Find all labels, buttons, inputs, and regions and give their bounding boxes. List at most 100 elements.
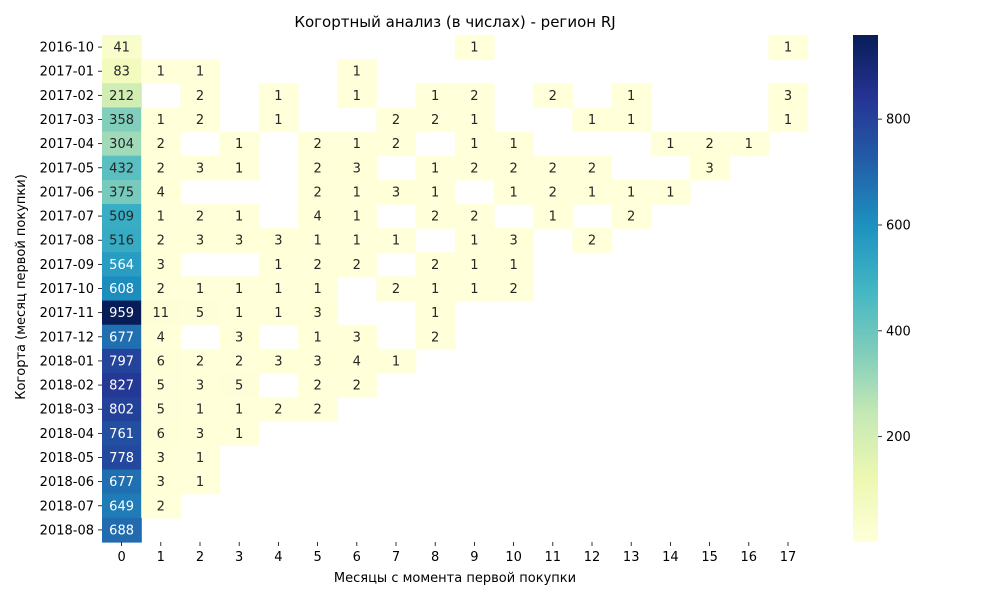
cell-value-label: 2 xyxy=(549,185,557,200)
cell-value-label: 2 xyxy=(392,282,400,297)
heatmap-cell-2017-09-m9 xyxy=(454,252,495,278)
cell-value-label: 2 xyxy=(313,185,321,200)
y-tick-label: 2017-01 xyxy=(40,65,94,80)
heatmap-cell-2017-09-m1 xyxy=(141,252,181,278)
heatmap-cell-2017-01-m6 xyxy=(337,59,377,84)
cell-value-label: 1 xyxy=(196,65,204,80)
heatmap-cell-2017-09-m6 xyxy=(337,252,377,278)
heatmap-cell-2017-07-m9 xyxy=(454,204,495,229)
heatmap-cell-2018-01-m3 xyxy=(219,348,260,374)
cell-value-label: 3 xyxy=(157,475,165,490)
cell-value-label: 1 xyxy=(196,403,204,418)
heatmap-cell-2017-01-m0 xyxy=(102,59,142,84)
cell-value-label: 1 xyxy=(431,89,439,104)
cell-value-label: 2 xyxy=(588,161,596,176)
cell-value-label: 2 xyxy=(353,258,361,273)
heatmap-cell-2017-09-m8 xyxy=(415,252,456,278)
cell-value-label: 2 xyxy=(431,258,439,273)
heatmap-cell-2018-03-m3 xyxy=(219,397,260,422)
cell-value-label: 1 xyxy=(666,137,674,152)
heatmap-cell-2017-11-m2 xyxy=(180,300,221,326)
y-tick-label: 2018-07 xyxy=(40,499,94,514)
cell-value-label: 1 xyxy=(353,65,361,80)
heatmap-cell-2017-03-m1 xyxy=(141,107,181,133)
cell-value-label: 3 xyxy=(235,234,243,249)
cell-value-label: 2 xyxy=(235,354,243,369)
cell-value-label: 2 xyxy=(157,234,165,249)
cell-value-label: 3 xyxy=(196,234,204,249)
cell-value-label: 2 xyxy=(470,161,478,176)
y-tick-label: 2016-10 xyxy=(40,41,94,56)
x-tick-label: 4 xyxy=(274,550,282,565)
heatmap-cell-2018-02-m5 xyxy=(298,373,338,398)
heatmap-cell-2017-04-m1 xyxy=(141,131,181,157)
heatmap-cell-2017-12-m1 xyxy=(141,324,181,350)
cell-value-label: 2 xyxy=(431,330,439,345)
y-tick-label: 2017-07 xyxy=(40,210,94,225)
heatmap-cell-2017-06-m13 xyxy=(611,179,652,205)
cell-value-label: 3 xyxy=(157,451,165,466)
y-tick-label: 2017-08 xyxy=(40,234,94,249)
y-tick-label: 2018-08 xyxy=(40,523,94,538)
cell-value-label: 516 xyxy=(109,234,134,249)
heatmap-cells xyxy=(102,35,809,543)
cell-value-label: 1 xyxy=(274,306,282,321)
cell-value-label: 3 xyxy=(196,161,204,176)
heatmap-cell-2017-08-m10 xyxy=(494,228,534,253)
heatmap-cell-2017-08-m4 xyxy=(258,228,299,253)
heatmap-cell-2017-05-m0 xyxy=(102,155,142,181)
heatmap-cell-2018-01-m4 xyxy=(258,348,299,374)
cell-value-label: 1 xyxy=(784,113,792,128)
cell-value-label: 83 xyxy=(113,65,130,80)
heatmap-cell-2017-04-m14 xyxy=(650,131,691,157)
cell-value-label: 5 xyxy=(157,403,165,418)
heatmap-cell-2018-02-m0 xyxy=(102,373,142,398)
cell-value-label: 1 xyxy=(431,282,439,297)
heatmap-cell-2017-10-m2 xyxy=(180,276,221,302)
heatmap-cell-2017-03-m8 xyxy=(415,107,456,133)
heatmap-cell-2017-10-m3 xyxy=(219,276,260,302)
heatmap-cell-2017-06-m5 xyxy=(298,179,338,205)
x-tick-label: 11 xyxy=(545,550,562,565)
heatmap-cell-2017-06-m10 xyxy=(494,179,534,205)
cell-value-label: 1 xyxy=(353,137,361,152)
heatmap-cell-2018-04-m1 xyxy=(141,421,181,447)
cell-value-label: 3 xyxy=(313,354,321,369)
cell-value-label: 802 xyxy=(109,403,134,418)
heatmap-cell-2017-02-m6 xyxy=(337,83,377,109)
cell-value-label: 1 xyxy=(196,475,204,490)
heatmap-cell-2018-02-m2 xyxy=(180,373,221,398)
heatmap-cell-2017-12-m0 xyxy=(102,324,142,350)
heatmap-cell-2018-01-m5 xyxy=(298,348,338,374)
colorbar-tick-label: 800 xyxy=(886,113,911,128)
x-tick-label: 13 xyxy=(623,550,640,565)
cell-value-label: 2 xyxy=(431,210,439,225)
cell-value-label: 3 xyxy=(157,258,165,273)
y-tick-label: 2018-01 xyxy=(40,354,94,369)
cell-value-label: 2 xyxy=(470,89,478,104)
cell-value-label: 3 xyxy=(353,161,361,176)
heatmap-cell-2017-11-m0 xyxy=(102,300,142,326)
heatmap-cell-2017-05-m10 xyxy=(494,155,534,181)
cell-value-label: 1 xyxy=(353,185,361,200)
heatmap-cell-2017-04-m6 xyxy=(337,131,377,157)
colorbar-tick-label: 400 xyxy=(886,324,911,339)
y-tick-label: 2017-04 xyxy=(40,137,94,152)
cell-value-label: 212 xyxy=(109,89,134,104)
heatmap-cell-2018-08-m0 xyxy=(102,517,142,543)
cell-value-label: 2 xyxy=(549,89,557,104)
cell-value-label: 1 xyxy=(549,210,557,225)
cell-value-label: 2 xyxy=(470,210,478,225)
heatmap-cell-2017-03-m13 xyxy=(611,107,652,133)
cell-value-label: 2 xyxy=(196,210,204,225)
cell-value-label: 1 xyxy=(313,282,321,297)
y-tick-label: 2017-12 xyxy=(40,330,94,345)
cell-value-label: 827 xyxy=(109,379,134,394)
heatmap-cell-2017-05-m11 xyxy=(533,155,573,181)
x-tick-label: 9 xyxy=(470,550,478,565)
cell-value-label: 2 xyxy=(196,113,204,128)
cell-value-label: 2 xyxy=(313,161,321,176)
colorbar-bar xyxy=(853,35,878,542)
x-tick-label: 12 xyxy=(584,550,601,565)
heatmap-cell-2017-06-m7 xyxy=(376,179,417,205)
